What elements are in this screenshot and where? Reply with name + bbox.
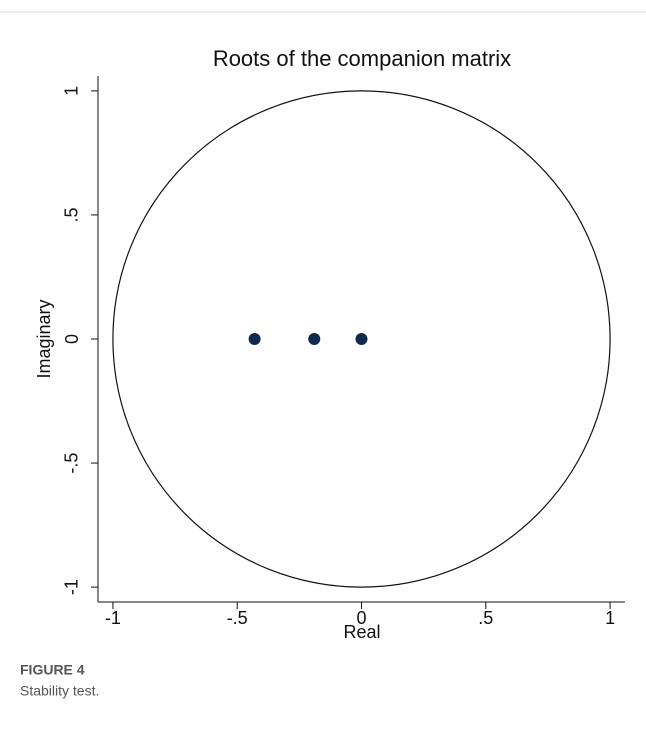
y-tick-label: .5	[62, 207, 82, 222]
x-tick-label: -1	[105, 608, 121, 628]
x-tick-label: 0	[356, 608, 366, 628]
x-tick-label: -.5	[227, 608, 248, 628]
root-point	[355, 333, 368, 345]
caption-text: Stability test.	[20, 683, 99, 699]
y-tick-label: -1	[62, 579, 82, 595]
chart-title: Roots of the companion matrix	[213, 46, 511, 71]
x-tick-label: .5	[478, 608, 493, 628]
x-axis-label: Real	[343, 622, 380, 642]
root-point	[308, 333, 321, 345]
y-axis-label: Imaginary	[34, 299, 54, 378]
root-point	[248, 333, 261, 345]
y-tick-label: 1	[62, 86, 82, 96]
x-tick-label: 1	[605, 608, 615, 628]
y-tick-label: -.5	[62, 453, 82, 474]
y-tick-label: 0	[62, 334, 82, 344]
unit-circle	[112, 90, 611, 588]
caption-label: FIGURE 4	[20, 662, 85, 678]
